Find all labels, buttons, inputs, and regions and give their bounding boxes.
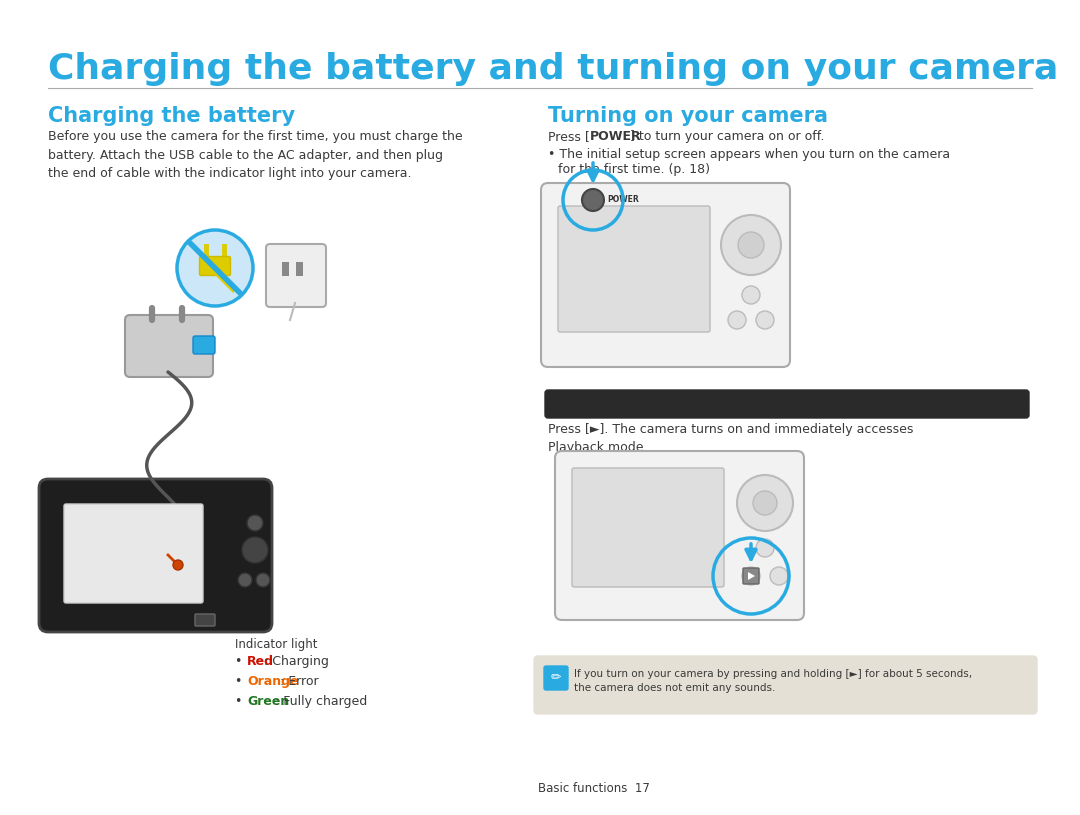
- Circle shape: [738, 232, 764, 258]
- Text: Before you use the camera for the first time, you must charge the
battery. Attac: Before you use the camera for the first …: [48, 130, 462, 180]
- Text: Press [: Press [: [548, 130, 590, 143]
- Circle shape: [737, 475, 793, 531]
- Circle shape: [770, 567, 788, 585]
- Text: Turning on your camera: Turning on your camera: [548, 106, 828, 126]
- FancyBboxPatch shape: [572, 468, 724, 587]
- Circle shape: [756, 539, 774, 557]
- Bar: [296, 262, 303, 276]
- Text: : Error: : Error: [281, 675, 319, 688]
- Text: • The initial setup screen appears when you turn on the camera: • The initial setup screen appears when …: [548, 148, 950, 161]
- FancyBboxPatch shape: [544, 666, 568, 690]
- FancyBboxPatch shape: [534, 656, 1037, 714]
- Text: ] to turn your camera on or off.: ] to turn your camera on or off.: [630, 130, 824, 143]
- FancyBboxPatch shape: [541, 183, 789, 367]
- Text: ✏: ✏: [551, 672, 562, 685]
- Circle shape: [742, 286, 760, 304]
- Bar: [282, 262, 289, 276]
- FancyBboxPatch shape: [64, 504, 203, 603]
- FancyBboxPatch shape: [266, 244, 326, 307]
- Circle shape: [247, 515, 264, 531]
- Text: •: •: [235, 675, 246, 688]
- Circle shape: [756, 311, 774, 329]
- Text: •: •: [235, 655, 246, 668]
- FancyBboxPatch shape: [545, 390, 1029, 418]
- Text: Charging the battery: Charging the battery: [48, 106, 295, 126]
- Text: : Fully charged: : Fully charged: [275, 695, 367, 708]
- Circle shape: [728, 311, 746, 329]
- FancyBboxPatch shape: [193, 336, 215, 354]
- Circle shape: [242, 537, 268, 563]
- Text: for the first time. (p. 18): for the first time. (p. 18): [558, 163, 710, 176]
- Text: If you turn on your camera by pressing and holding [►] for about 5 seconds,
the : If you turn on your camera by pressing a…: [573, 669, 972, 693]
- Text: Basic functions  17: Basic functions 17: [538, 782, 650, 795]
- Polygon shape: [748, 572, 755, 580]
- Text: POWER: POWER: [607, 195, 638, 204]
- Text: Indicator light: Indicator light: [235, 638, 318, 651]
- Text: •: •: [235, 695, 246, 708]
- FancyBboxPatch shape: [558, 206, 710, 332]
- Text: Charging the battery and turning on your camera: Charging the battery and turning on your…: [48, 52, 1058, 86]
- Text: Turning on your camera in Playback mode: Turning on your camera in Playback mode: [561, 398, 838, 411]
- FancyBboxPatch shape: [555, 451, 804, 620]
- FancyBboxPatch shape: [200, 257, 230, 275]
- FancyBboxPatch shape: [195, 614, 215, 626]
- Circle shape: [238, 573, 252, 587]
- Circle shape: [173, 560, 183, 570]
- Circle shape: [177, 230, 253, 306]
- FancyBboxPatch shape: [743, 568, 759, 584]
- FancyBboxPatch shape: [125, 315, 213, 377]
- Circle shape: [742, 567, 760, 585]
- Text: Green: Green: [247, 695, 289, 708]
- Text: : Charging: : Charging: [264, 655, 328, 668]
- Text: Red: Red: [247, 655, 274, 668]
- FancyBboxPatch shape: [39, 479, 272, 632]
- Circle shape: [721, 215, 781, 275]
- Text: POWER: POWER: [590, 130, 642, 143]
- Circle shape: [582, 189, 604, 211]
- Text: Press [►]. The camera turns on and immediately accesses
Playback mode.: Press [►]. The camera turns on and immed…: [548, 423, 914, 455]
- Circle shape: [753, 491, 777, 515]
- Text: Orange: Orange: [247, 675, 298, 688]
- Circle shape: [256, 573, 270, 587]
